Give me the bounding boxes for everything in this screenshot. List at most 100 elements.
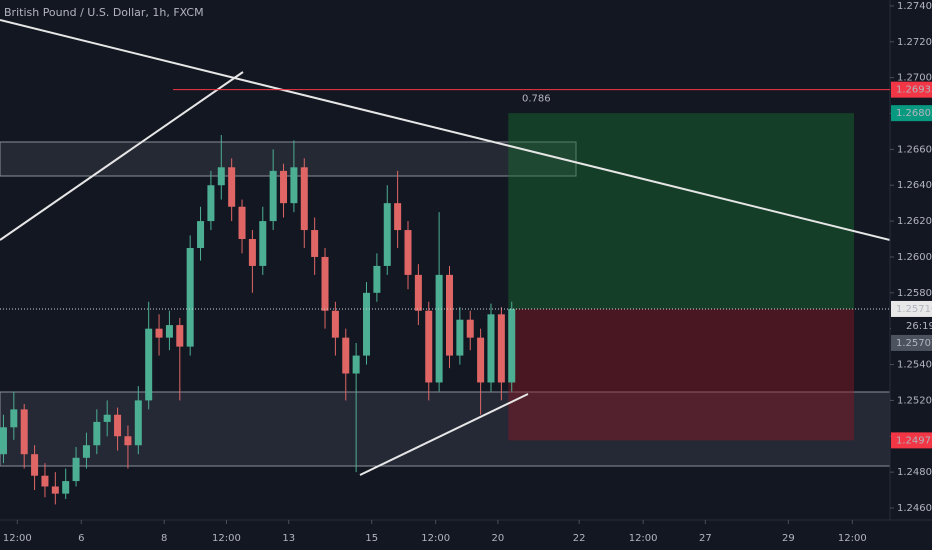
x-tick-label: 27 — [699, 533, 712, 544]
candle-body — [103, 414, 111, 422]
x-tick-label: 6 — [78, 533, 84, 544]
candle-body — [134, 400, 142, 446]
candle-body — [0, 427, 7, 455]
countdown-box — [891, 317, 932, 334]
x-tick-label: 15 — [365, 533, 378, 544]
candle-body — [51, 486, 59, 494]
candle-body — [186, 247, 194, 347]
x-tick-label: 22 — [573, 533, 586, 544]
y-tick-label: 1.26200 — [897, 216, 932, 227]
candle-body — [352, 355, 360, 374]
x-tick-label: 12:00 — [421, 533, 450, 544]
profit-zone — [508, 113, 855, 309]
candle-body — [342, 337, 350, 374]
candle-body — [145, 328, 153, 401]
y-tick-label: 1.24800 — [897, 467, 932, 478]
candle-body — [41, 475, 49, 487]
chart-title: British Pound / U.S. Dollar, 1h, FXCM — [4, 6, 204, 19]
candle-body — [373, 265, 381, 293]
y-tick-label: 1.25800 — [897, 288, 932, 299]
price-marker — [891, 81, 932, 98]
candle-body — [394, 203, 402, 231]
candle-body — [217, 167, 225, 186]
candle-body — [259, 221, 267, 266]
candle-body — [228, 167, 236, 207]
candle-body — [311, 230, 319, 257]
candles — [0, 135, 516, 505]
drawings — [0, 19, 891, 476]
candle-body — [497, 314, 505, 383]
candle-body — [487, 314, 495, 383]
candle-body — [508, 308, 516, 383]
candle-body — [269, 170, 277, 222]
x-tick-label: 12:00 — [838, 533, 867, 544]
price-marker — [891, 432, 932, 449]
y-tick-label: 1.26000 — [897, 252, 932, 263]
x-tick-label: 8 — [161, 533, 167, 544]
y-tick-label: 1.27000 — [897, 73, 932, 84]
candle-body — [20, 409, 28, 455]
candle-body — [31, 454, 39, 476]
candle-body — [82, 445, 90, 458]
price-marker-label: 1.26933 — [896, 85, 932, 96]
price-marker — [891, 105, 932, 122]
x-tick-label: 13 — [282, 533, 295, 544]
x-tick-label: 29 — [782, 533, 795, 544]
candle-body — [114, 414, 122, 437]
candle-body — [321, 256, 329, 311]
zones — [0, 141, 891, 467]
candle-body — [290, 167, 298, 204]
candle-body — [404, 230, 412, 275]
y-tick-label: 1.26400 — [897, 180, 932, 191]
candle-body — [331, 310, 339, 338]
price-marker-label: 1.26802 — [896, 108, 932, 119]
candle-body — [207, 185, 215, 222]
candle-body — [124, 436, 132, 446]
candle-body — [176, 325, 184, 347]
price-marker-label: 1.24977 — [896, 435, 932, 446]
x-tick-label: 12:00 — [3, 533, 32, 544]
candle-body — [197, 221, 205, 248]
x-tick-label: 12:00 — [629, 533, 658, 544]
candle-body — [363, 292, 371, 356]
candle-body — [445, 274, 453, 356]
candle-body — [435, 274, 443, 383]
trend-line — [0, 71, 244, 241]
price-marker-label: 1.25710 — [896, 304, 932, 315]
candle-body — [383, 203, 391, 266]
candle-body — [300, 167, 308, 231]
candle-body — [466, 319, 474, 338]
price-marker — [891, 300, 932, 317]
candle-body — [425, 310, 433, 383]
crosshair-label: 1.25707 — [896, 338, 932, 349]
countdown: 26:19 — [906, 321, 932, 332]
x-tick-label: 20 — [492, 533, 505, 544]
fib-label: 0.786 — [522, 94, 551, 105]
candle-body — [165, 325, 173, 338]
y-tick-label: 1.25200 — [897, 395, 932, 406]
candle-body — [155, 328, 163, 338]
candle-body — [414, 274, 422, 311]
y-tick-label: 1.26600 — [897, 144, 932, 155]
loss-zone — [508, 308, 855, 441]
candle-body — [477, 337, 485, 383]
candle-body — [10, 409, 18, 428]
candle-body — [280, 170, 288, 204]
resistance-zone — [0, 141, 577, 177]
y-tick-label: 1.25400 — [897, 360, 932, 371]
trend-line — [359, 393, 529, 476]
candle-body — [62, 481, 70, 494]
candle-body — [456, 319, 464, 356]
candle-body — [93, 421, 101, 446]
candle-body — [248, 239, 256, 266]
position-tool — [508, 113, 855, 441]
y-tick-label: 1.24600 — [897, 503, 932, 514]
candle-body — [72, 457, 80, 482]
crosshair-box — [891, 334, 932, 351]
y-tick-label: 1.27200 — [897, 37, 932, 48]
x-tick-label: 12:00 — [212, 533, 241, 544]
